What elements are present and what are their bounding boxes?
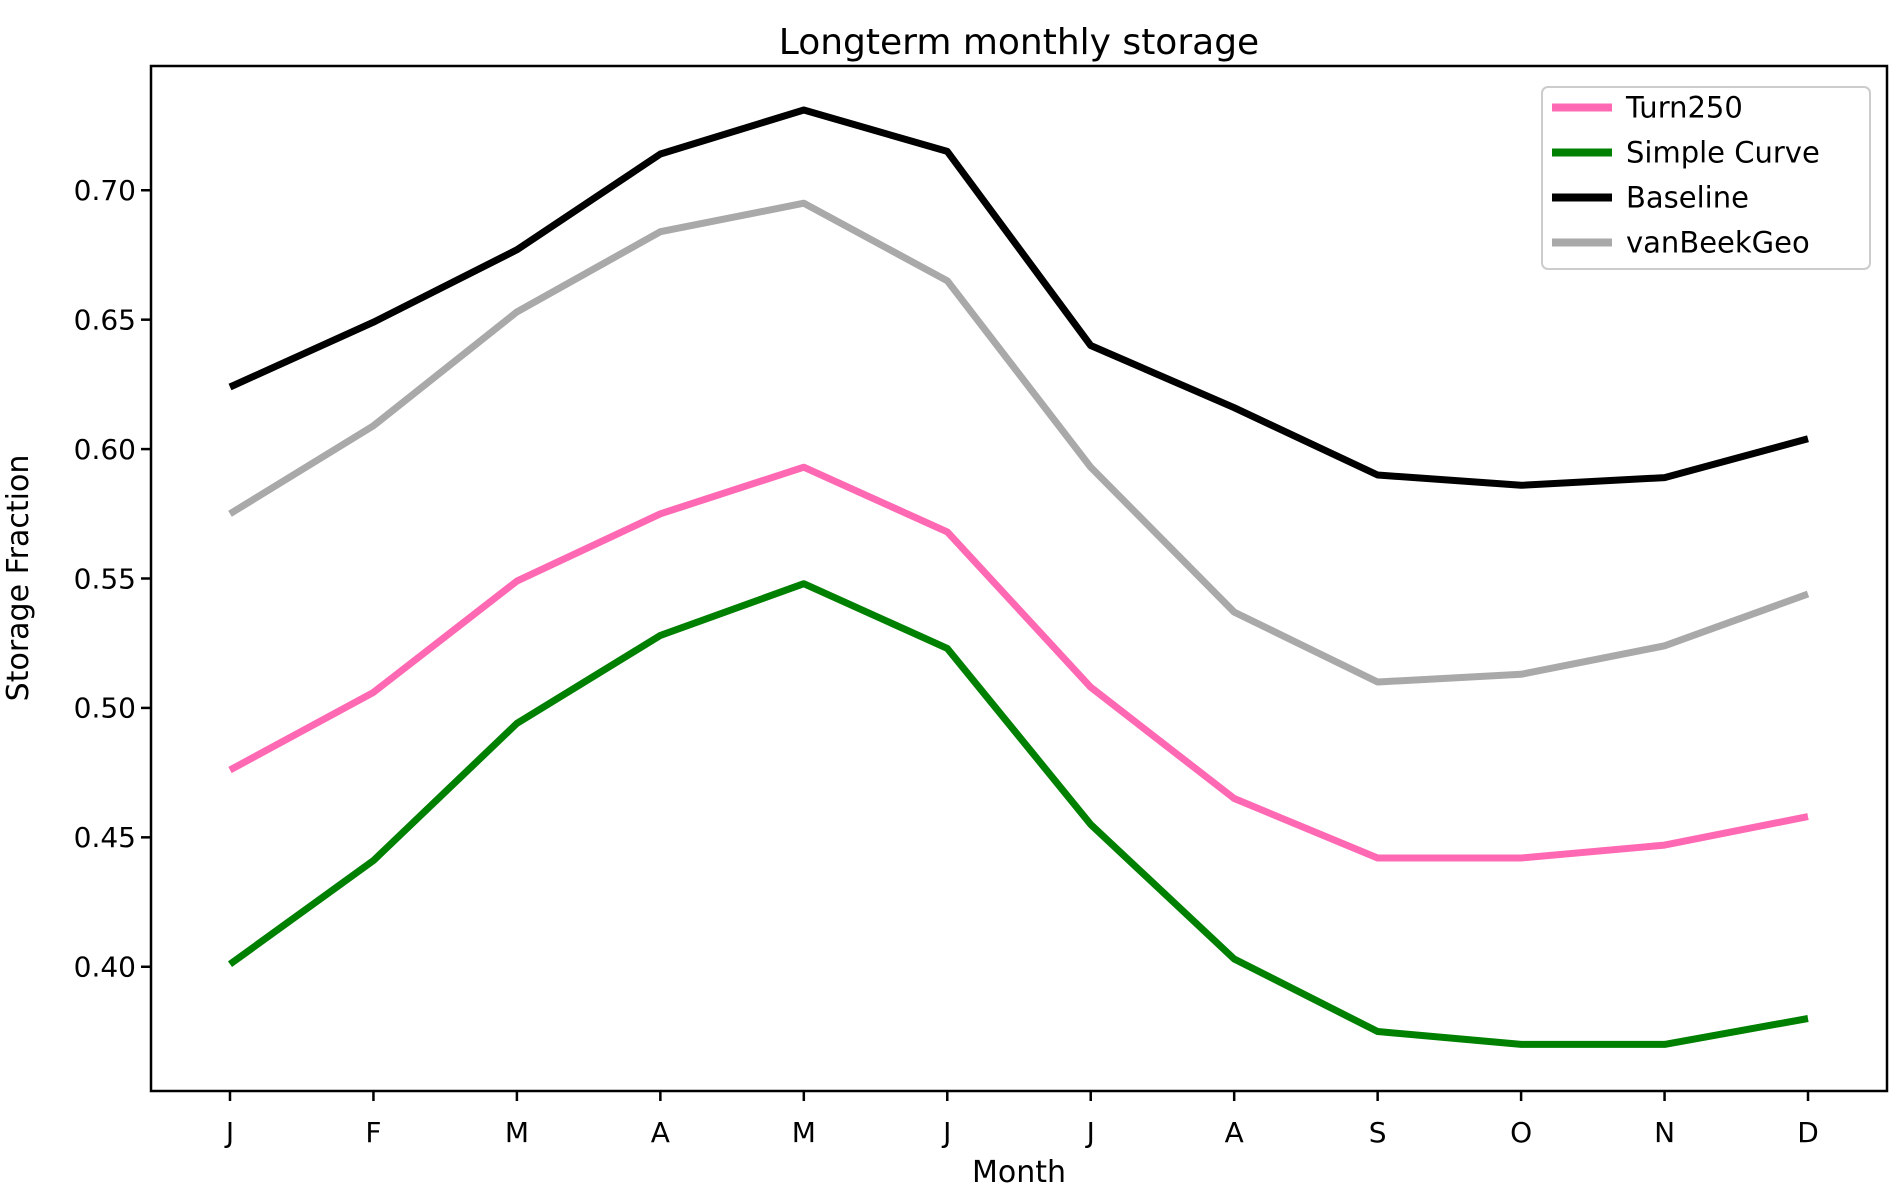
chart-title: Longterm monthly storage [779, 22, 1259, 63]
x-tick-label: A [651, 1116, 670, 1149]
legend-box [1541, 86, 1871, 270]
y-tick-label: 0.70 [74, 174, 136, 207]
legend-label-baseline: Baseline [1626, 181, 1749, 215]
y-axis-label: Storage Fraction [1, 455, 36, 702]
x-tick-label: A [1225, 1116, 1244, 1149]
y-axis-ticks: 0.40 0.45 0.50 0.55 0.60 0.65 0.70 [74, 174, 151, 984]
x-tick-label: M [792, 1116, 816, 1149]
series-line-simple-curve [227, 580, 1809, 1048]
x-tick-label: O [1510, 1116, 1532, 1149]
x-axis-label: Month [972, 1155, 1066, 1190]
y-tick-label: 0.50 [74, 692, 136, 725]
y-tick-label: 0.60 [74, 433, 136, 466]
series-line-turn250 [228, 463, 1809, 862]
legend-label-vanbeekgeo: vanBeekGeo [1626, 226, 1810, 260]
x-tick-label: J [941, 1116, 951, 1149]
x-tick-label: F [365, 1116, 381, 1149]
legend-label-turn250: Turn250 [1625, 91, 1743, 125]
y-tick-label: 0.65 [74, 303, 136, 336]
x-tick-label: J [224, 1116, 234, 1149]
x-tick-label: D [1797, 1116, 1819, 1149]
legend-label-simple-curve: Simple Curve [1626, 136, 1820, 170]
x-tick-label: N [1654, 1116, 1675, 1149]
series-line-vanbeekgeo [228, 199, 1810, 686]
x-tick-label: M [505, 1116, 529, 1149]
series-line-baseline [228, 106, 1809, 489]
y-tick-label: 0.40 [74, 951, 136, 984]
y-tick-label: 0.45 [74, 821, 136, 854]
y-tick-label: 0.55 [74, 562, 136, 595]
data-series [227, 106, 1810, 1048]
legend: Turn250 Simple Curve Baseline vanBeekGeo [1541, 86, 1871, 270]
x-tick-label: J [1085, 1116, 1095, 1149]
x-tick-label: S [1369, 1116, 1387, 1149]
